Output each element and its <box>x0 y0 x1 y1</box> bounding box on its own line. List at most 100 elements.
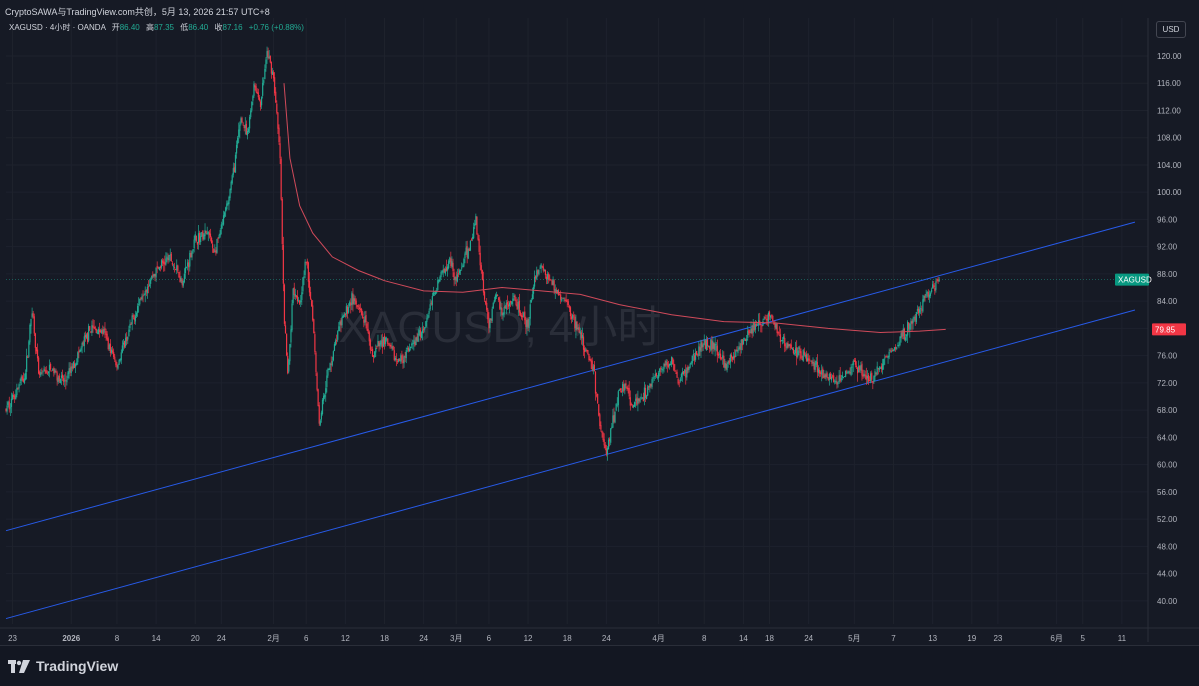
candle-body <box>867 374 870 382</box>
candle <box>883 358 885 370</box>
candle-body <box>263 80 265 83</box>
candle-body <box>179 276 181 283</box>
candle <box>604 442 606 451</box>
candle-body <box>524 311 526 321</box>
candle <box>96 329 98 335</box>
candle-body <box>652 377 654 379</box>
candle-body <box>634 402 636 407</box>
candle <box>446 264 449 277</box>
candle <box>233 163 235 173</box>
candle <box>361 307 363 316</box>
time-tick-label: 4月 <box>652 634 664 643</box>
candle <box>188 259 190 275</box>
candle-body <box>14 395 16 400</box>
candle <box>620 388 623 393</box>
currency-button[interactable]: USD <box>1156 21 1186 38</box>
candle <box>714 337 716 357</box>
candle-body <box>744 339 747 341</box>
candle <box>440 270 442 280</box>
candle-body <box>767 312 770 322</box>
candle <box>933 280 935 289</box>
candle <box>798 345 800 356</box>
candle-body <box>338 326 340 332</box>
symbol-legend[interactable]: XAGUSD · 4小时 · OANDA 开86.40 高87.35 低86.4… <box>9 22 304 33</box>
candle <box>646 394 648 400</box>
candle-body <box>752 323 754 333</box>
candle-body <box>907 321 909 336</box>
candle <box>507 300 510 310</box>
candle-body <box>67 372 69 379</box>
candle-body <box>889 350 891 351</box>
chart-area[interactable]: XAGUSD, 4小时 120.00 116.00 112.00 108.00 104.… <box>0 18 1199 645</box>
trendline-upper[interactable] <box>5 221 1136 532</box>
candle-body <box>292 288 294 304</box>
candle <box>684 369 686 377</box>
candle <box>290 325 292 348</box>
candle <box>693 352 696 365</box>
time-tick-label: 7 <box>891 634 896 643</box>
candle <box>654 369 656 379</box>
candle <box>493 296 495 304</box>
candle-body <box>398 358 400 362</box>
candle-body <box>354 298 356 302</box>
candle-body <box>740 339 742 351</box>
candle <box>873 375 875 384</box>
candle <box>892 348 895 352</box>
candle-body <box>641 397 643 399</box>
candle-body <box>334 340 337 346</box>
candle-body <box>868 379 871 381</box>
price-chart[interactable]: XAGUSD, 4小时 120.00116.00112.00108.00104.… <box>0 18 1199 645</box>
candle-body <box>726 364 728 371</box>
candle <box>562 297 564 299</box>
candle <box>109 339 112 357</box>
candle <box>928 290 930 303</box>
candle <box>419 327 421 341</box>
candle <box>11 393 14 401</box>
candle-body <box>450 258 452 266</box>
candle <box>725 360 727 371</box>
candle <box>150 277 152 289</box>
candle <box>110 347 113 355</box>
candle <box>803 347 805 357</box>
candle-body <box>696 350 698 355</box>
candle <box>937 276 939 284</box>
candle-body <box>364 316 366 323</box>
candle-body <box>862 374 864 377</box>
candle <box>195 235 197 243</box>
candle-body <box>611 426 613 428</box>
time-tick-label: 8 <box>115 634 120 643</box>
candle-body <box>716 345 718 356</box>
candle <box>342 314 344 318</box>
time-tick-label: 24 <box>217 634 226 643</box>
candle-body <box>909 323 911 331</box>
candle-body <box>766 318 768 321</box>
candle <box>516 298 518 310</box>
candle <box>895 344 897 352</box>
candle <box>354 295 356 305</box>
candle <box>135 311 138 319</box>
trendline-lower[interactable] <box>5 309 1136 620</box>
candle-body <box>56 372 58 381</box>
candle-body <box>580 332 582 339</box>
candle-body <box>376 346 378 348</box>
candle-body <box>42 371 44 373</box>
candle-body <box>138 303 140 305</box>
candle-body <box>537 270 539 274</box>
candle-body <box>220 224 222 229</box>
trendlines[interactable] <box>5 221 1136 620</box>
candle <box>686 367 688 381</box>
candle <box>403 355 405 368</box>
candle <box>508 301 511 314</box>
tradingview-logo[interactable]: TradingView <box>8 658 118 674</box>
candle <box>253 81 255 98</box>
candle-body <box>280 158 282 200</box>
candle-body <box>923 295 925 301</box>
candle-body <box>264 69 266 80</box>
candle <box>356 304 358 310</box>
candle <box>761 325 763 333</box>
candle-body <box>884 357 886 359</box>
candle-body <box>290 329 292 343</box>
candle-body <box>84 335 86 338</box>
candle <box>495 291 498 299</box>
time-axis[interactable]: 23 2026 8 14 20 24 2月 6 12 18 24 3月 6 12 18 24 4月 8 14 18 24… <box>0 627 1199 643</box>
